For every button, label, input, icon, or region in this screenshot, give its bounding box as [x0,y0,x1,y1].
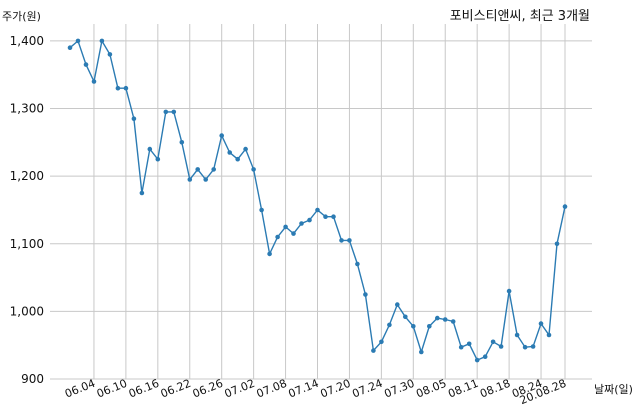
x-tick-label: 07.02 [223,377,257,401]
price-point [514,332,520,338]
price-point [299,221,304,226]
price-point [211,167,216,172]
price-point [291,231,296,236]
price-point [147,146,153,152]
price-point [275,234,280,240]
price-point [506,288,512,294]
x-tick-label: 07.08 [255,377,289,401]
x-tick-label: 06.10 [95,377,129,401]
x-tick-label: 07.24 [350,377,384,401]
price-point [283,224,288,230]
price-point [546,332,552,338]
price-point [99,38,105,44]
price-point [227,150,232,155]
price-point [363,292,368,297]
price-point [155,156,161,162]
price-point [171,109,177,115]
price-point [411,324,416,329]
price-point [219,133,224,138]
price-point [458,344,464,350]
price-point [554,241,560,247]
x-tick-label: 07.30 [382,377,416,401]
price-point [67,45,73,50]
price-point [466,341,472,347]
price-point [530,344,536,349]
grid-layer [50,24,592,380]
price-point [331,214,336,219]
price-point [307,217,312,223]
price-point [267,251,272,257]
x-tick-label: 06.04 [63,377,97,401]
x-tick-label: 07.14 [287,377,321,401]
y-tick-label: 1,100 [10,237,44,251]
price-point [474,357,480,363]
price-point [243,146,248,152]
price-point [442,317,448,322]
y-axis-label: 주가(원) [2,10,41,23]
series-layer [67,38,568,363]
price-point [107,52,113,57]
x-tick-label: 06.26 [191,377,225,401]
price-point [123,85,129,91]
price-point [427,324,432,329]
price-point [203,177,208,182]
price-point [75,38,81,44]
x-tick-label: 08.05 [414,377,448,401]
price-point [395,302,400,307]
price-point [131,116,137,121]
price-point [419,349,424,355]
price-point [379,339,384,345]
x-tick-label: 06.16 [127,377,161,401]
y-tick-label: 1,200 [10,169,44,183]
price-point [83,62,89,67]
x-tick-label: 20.08.28 [518,377,568,407]
y-tick-label: 900 [21,372,44,386]
price-point [315,207,320,213]
price-point [371,348,376,353]
price-point [435,315,440,321]
x-tick-label: 08.11 [446,377,480,401]
price-point [91,79,97,84]
x-axis-label: 날짜(일) [594,382,633,396]
x-tick-label: 08.18 [478,377,512,401]
chart-title: 포비스티앤씨, 최근 3개월 [450,9,590,24]
price-point [139,190,145,196]
price-point [562,204,568,209]
y-tick-label: 1,300 [10,102,44,116]
price-point [522,344,528,350]
price-point [403,314,408,320]
price-point [347,238,352,243]
price-point [498,344,504,349]
price-point [355,261,360,267]
price-point [163,109,169,115]
price-point [482,354,488,360]
price-point [179,140,185,145]
price-point [187,177,193,182]
x-tick-label: 07.20 [318,377,352,401]
price-point [235,156,240,162]
price-point [251,167,256,172]
price-point [115,85,121,91]
price-point [339,238,344,243]
price-point [323,214,328,219]
price-point [195,167,200,172]
y-tick-label: 1,400 [10,34,44,48]
x-tick-label: 06.22 [159,377,193,401]
price-point [387,322,392,328]
price-point [490,339,496,345]
y-tick-label: 1,000 [10,304,44,318]
price-point [259,207,264,213]
price-point [538,321,544,326]
price-point [450,319,456,324]
